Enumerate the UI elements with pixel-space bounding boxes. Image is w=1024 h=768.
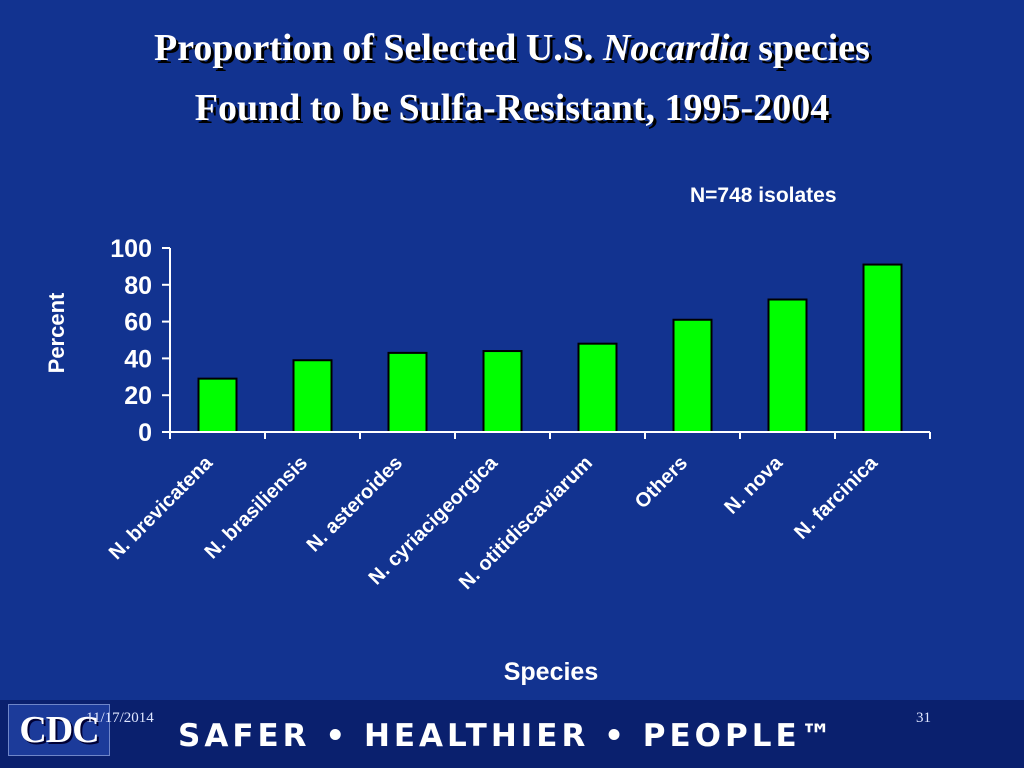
- y-tick-label-3: 40: [124, 345, 152, 373]
- title-line-1-start: Proportion of Selected U.S.: [154, 27, 603, 69]
- slide-title: Proportion of Selected U.S. Nocardia spe…: [0, 18, 1024, 138]
- footer-bar: [0, 700, 1024, 768]
- x-tick-label-3: N. asteroides: [303, 452, 407, 556]
- cdc-logo: CDC: [8, 704, 110, 756]
- bar-1: [197, 377, 238, 434]
- bar-6: [672, 318, 713, 434]
- y-tick-label-5: 80: [124, 272, 152, 300]
- title-line-1-end: species: [748, 27, 870, 69]
- footer-tagline: SAFER • HEALTHIER • PEOPLE™: [178, 718, 836, 754]
- sample-size-note: N=748 isolates: [690, 184, 837, 207]
- title-line-1: Proportion of Selected U.S. Nocardia spe…: [0, 18, 1024, 78]
- y-axis-title: Percent: [44, 292, 69, 373]
- bar-3: [387, 351, 428, 434]
- bar-8: [862, 263, 903, 433]
- y-tick-label-2: 20: [124, 382, 152, 410]
- title-line-2: Found to be Sulfa-Resistant, 1995-2004: [194, 87, 830, 129]
- slide-date: 11/17/2014: [86, 710, 154, 726]
- title-genus: Nocardia: [602, 27, 749, 69]
- x-axis-title: Species: [504, 658, 599, 686]
- x-tick-label-7: N. nova: [720, 451, 787, 518]
- bar-2: [292, 359, 333, 433]
- bar-4: [482, 350, 523, 434]
- bar-7: [767, 298, 808, 433]
- slide-number: 31: [916, 710, 931, 726]
- bar-5: [577, 342, 618, 433]
- y-tick-label-6: 100: [110, 235, 152, 263]
- x-tick-label-2: N. brasiliensis: [201, 452, 312, 563]
- x-tick-label-8: N. farcinica: [790, 451, 882, 543]
- y-tick-label-1: 0: [138, 419, 152, 447]
- x-tick-label-6: Others: [631, 452, 692, 513]
- y-tick-label-4: 60: [124, 309, 152, 337]
